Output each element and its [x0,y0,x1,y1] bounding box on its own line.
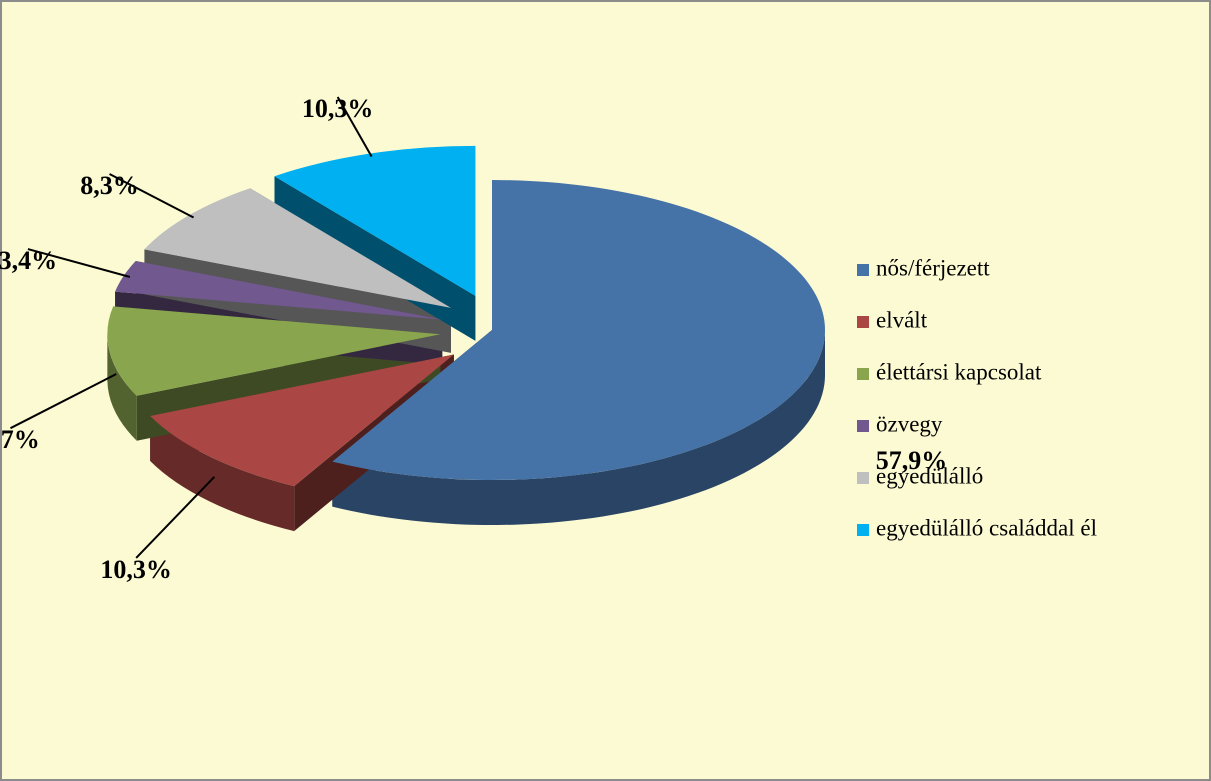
data-label: 3,4% [0,246,57,275]
legend-label: egyedülálló családdal él [876,515,1097,540]
data-label: 8,3% [80,171,139,200]
legend-swatch [857,316,869,328]
leader-line [336,96,373,158]
leader-line [27,248,131,278]
leader-line [10,373,117,430]
slice [115,261,443,320]
slice-wall [150,416,295,532]
legend-swatch [857,264,869,276]
leader-line [109,173,195,219]
slice [150,354,454,487]
legend-swatch [857,368,869,380]
slice-wall [332,330,825,525]
data-label: 57,9% [876,446,948,475]
legend-label: egyedülálló [876,463,983,488]
slice [144,188,451,308]
data-label: 9,7% [0,425,40,454]
legend-label: élettársi kapcsolat [876,359,1042,384]
legend-label: nős/férjezett [876,255,990,280]
slice-tops [107,145,825,487]
legend-swatch [857,524,869,536]
slice [274,145,476,296]
data-label: 10,3% [100,555,172,584]
leader-line [135,476,216,559]
slice [107,306,441,396]
slice [332,180,825,480]
legend-swatch [857,420,869,432]
data-label: 10,3% [302,94,374,123]
legend-label: elvált [876,307,928,332]
legend-swatch [857,472,869,484]
legend-label: özvegy [876,411,943,436]
slice-wall [107,334,137,441]
